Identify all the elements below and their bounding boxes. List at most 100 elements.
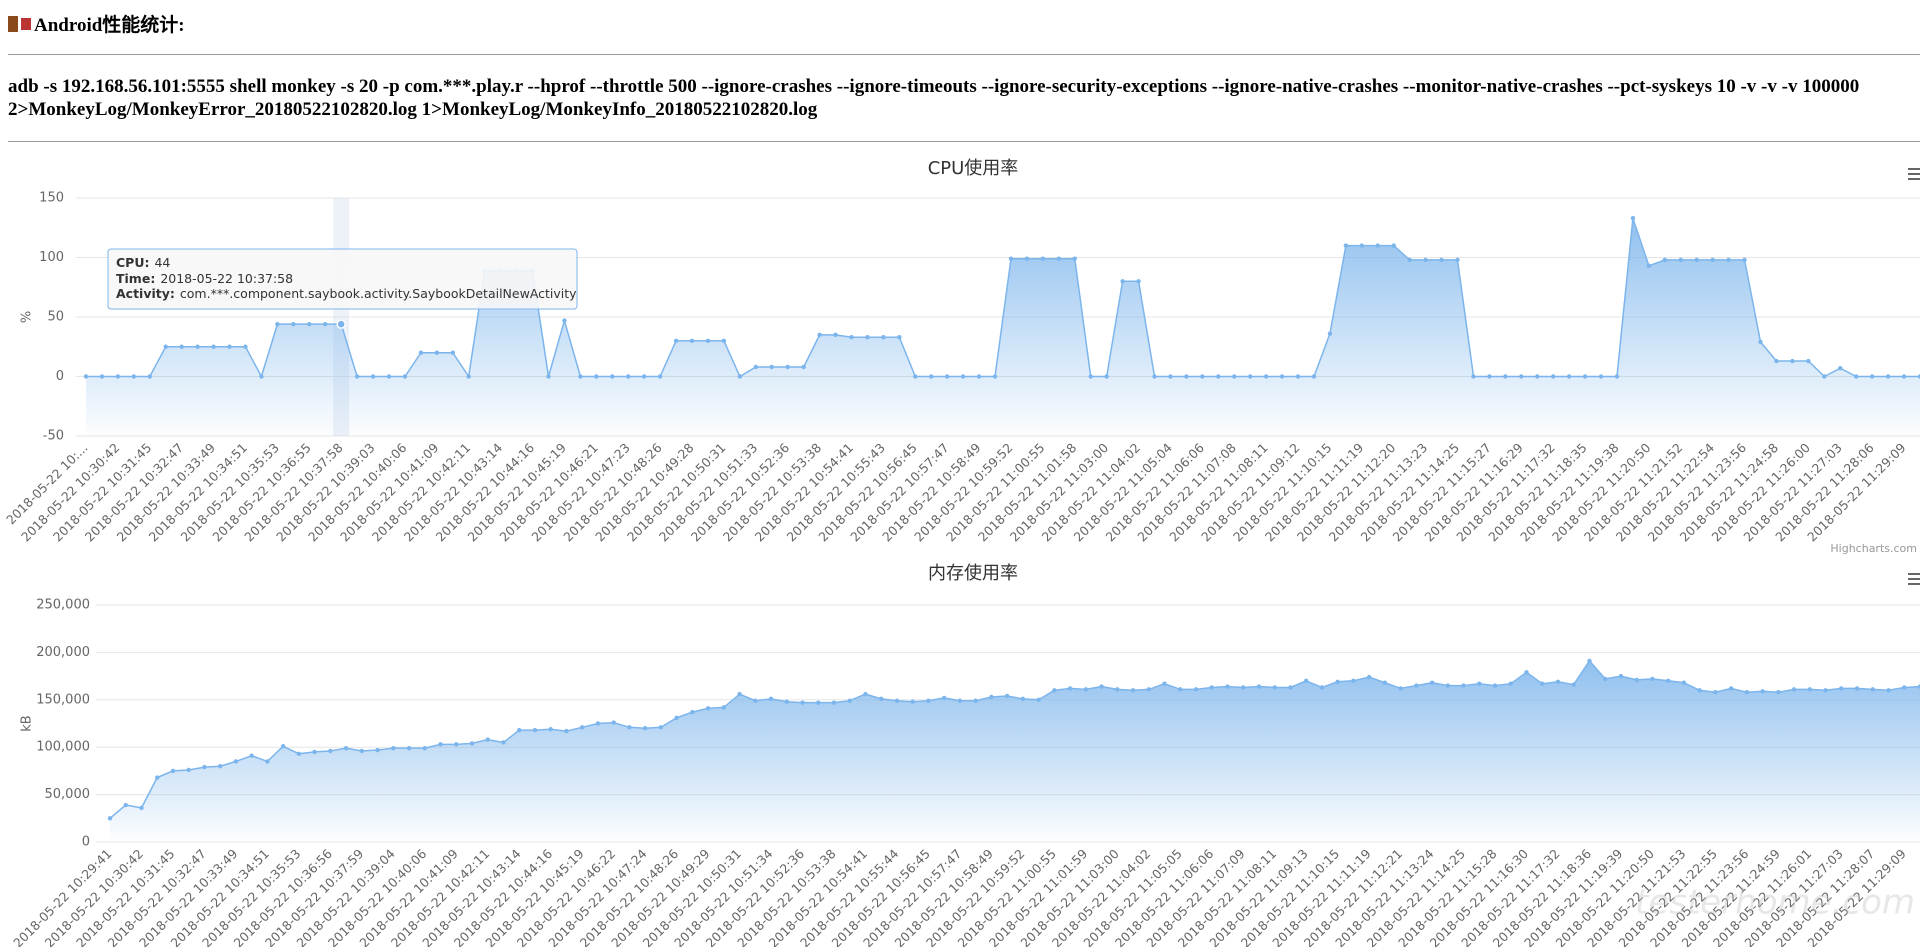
point-marker bbox=[1008, 256, 1014, 261]
point-marker bbox=[1519, 374, 1524, 379]
point-marker bbox=[1152, 374, 1157, 379]
chart-title: 内存使用率 bbox=[928, 563, 1018, 584]
point-marker bbox=[195, 344, 200, 349]
point-marker bbox=[139, 805, 144, 811]
point-marker bbox=[548, 726, 553, 732]
area-line bbox=[86, 217, 1920, 379]
chart-title: CPU使用率 bbox=[928, 158, 1019, 179]
tooltip-line: Time: 2018-05-22 10:37:58 bbox=[116, 271, 293, 286]
point-marker bbox=[391, 745, 396, 751]
y-tick-label: 100 bbox=[39, 250, 64, 265]
y-tick-label: 200,000 bbox=[36, 645, 90, 660]
divider bbox=[8, 141, 1920, 142]
point-marker bbox=[847, 698, 852, 703]
point-marker bbox=[753, 364, 759, 370]
divider bbox=[8, 54, 1920, 55]
point-marker bbox=[1902, 685, 1907, 690]
point-marker bbox=[1694, 257, 1699, 263]
point-marker bbox=[1477, 681, 1482, 686]
area-fill bbox=[110, 660, 1920, 842]
point-marker bbox=[1618, 673, 1624, 679]
point-marker bbox=[973, 698, 978, 703]
point-marker bbox=[1665, 678, 1671, 684]
point-marker bbox=[1067, 686, 1073, 691]
point-marker bbox=[705, 338, 711, 343]
point-marker bbox=[1311, 374, 1317, 379]
point-marker bbox=[1120, 279, 1125, 284]
point-marker bbox=[249, 753, 254, 758]
y-tick-label: 250,000 bbox=[36, 598, 90, 613]
point-marker bbox=[501, 740, 506, 745]
point-marker bbox=[1461, 683, 1466, 688]
icon bbox=[8, 15, 18, 32]
point-marker bbox=[147, 374, 152, 379]
point-marker bbox=[1193, 687, 1199, 692]
point-marker bbox=[1414, 683, 1419, 688]
point-marker bbox=[929, 374, 934, 379]
tooltip-line: CPU: 44 bbox=[116, 255, 170, 270]
point-marker bbox=[658, 725, 664, 730]
point-marker bbox=[689, 338, 695, 343]
point-marker bbox=[690, 709, 695, 715]
y-tick-label: 0 bbox=[82, 835, 90, 850]
point-marker bbox=[627, 725, 632, 730]
point-marker bbox=[370, 374, 376, 379]
point-marker bbox=[1728, 686, 1734, 691]
point-marker bbox=[1168, 374, 1173, 379]
point-marker bbox=[1742, 257, 1747, 263]
point-marker bbox=[307, 321, 312, 327]
point-marker bbox=[1200, 374, 1205, 379]
page-title-row: Android性能统计: bbox=[8, 10, 185, 37]
y-tick-label: 100,000 bbox=[36, 740, 90, 755]
point-marker bbox=[243, 344, 248, 349]
point-marker bbox=[422, 745, 427, 751]
tooltip-value: 44 bbox=[154, 255, 170, 270]
point-marker bbox=[1375, 243, 1380, 248]
point-marker bbox=[1614, 374, 1620, 379]
point-marker bbox=[402, 374, 408, 379]
point-marker bbox=[674, 715, 679, 721]
point-marker bbox=[1146, 687, 1151, 692]
point-marker bbox=[1382, 680, 1388, 685]
point-marker bbox=[328, 748, 333, 754]
point-marker bbox=[879, 696, 884, 702]
point-marker bbox=[957, 698, 963, 703]
point-marker bbox=[1681, 680, 1687, 685]
point-marker bbox=[83, 374, 89, 379]
point-marker bbox=[386, 374, 392, 379]
menu-button[interactable] bbox=[1908, 168, 1920, 180]
point-marker bbox=[1807, 687, 1813, 692]
point-marker bbox=[1524, 670, 1529, 675]
point-marker bbox=[1791, 687, 1797, 692]
point-marker bbox=[1295, 374, 1301, 379]
point-marker bbox=[1020, 696, 1026, 702]
point-marker bbox=[1024, 256, 1030, 261]
point-marker bbox=[275, 321, 280, 327]
point-marker bbox=[1136, 279, 1141, 284]
point-marker bbox=[1272, 685, 1277, 690]
point-marker bbox=[1072, 256, 1077, 261]
point-marker bbox=[1359, 243, 1365, 248]
point-marker bbox=[1391, 243, 1396, 248]
y-axis-title: % bbox=[20, 311, 35, 323]
area-line bbox=[109, 659, 1920, 819]
page-title: Android性能统计: bbox=[34, 15, 185, 36]
point-marker bbox=[1263, 374, 1269, 379]
y-tick-label: 0 bbox=[56, 369, 64, 384]
point-marker bbox=[170, 768, 176, 774]
point-marker bbox=[438, 742, 443, 747]
point-marker bbox=[99, 374, 105, 379]
point-marker bbox=[1917, 684, 1920, 689]
point-marker bbox=[1225, 684, 1230, 689]
point-marker bbox=[1216, 374, 1221, 379]
point-marker bbox=[1587, 658, 1592, 664]
point-marker bbox=[1088, 374, 1093, 379]
tooltip-line: Activity: com.***.component.saybook.activ… bbox=[116, 286, 577, 301]
point-marker bbox=[817, 332, 822, 338]
menu-button[interactable] bbox=[1908, 573, 1920, 585]
point-marker bbox=[1407, 257, 1412, 263]
point-marker bbox=[863, 691, 868, 697]
